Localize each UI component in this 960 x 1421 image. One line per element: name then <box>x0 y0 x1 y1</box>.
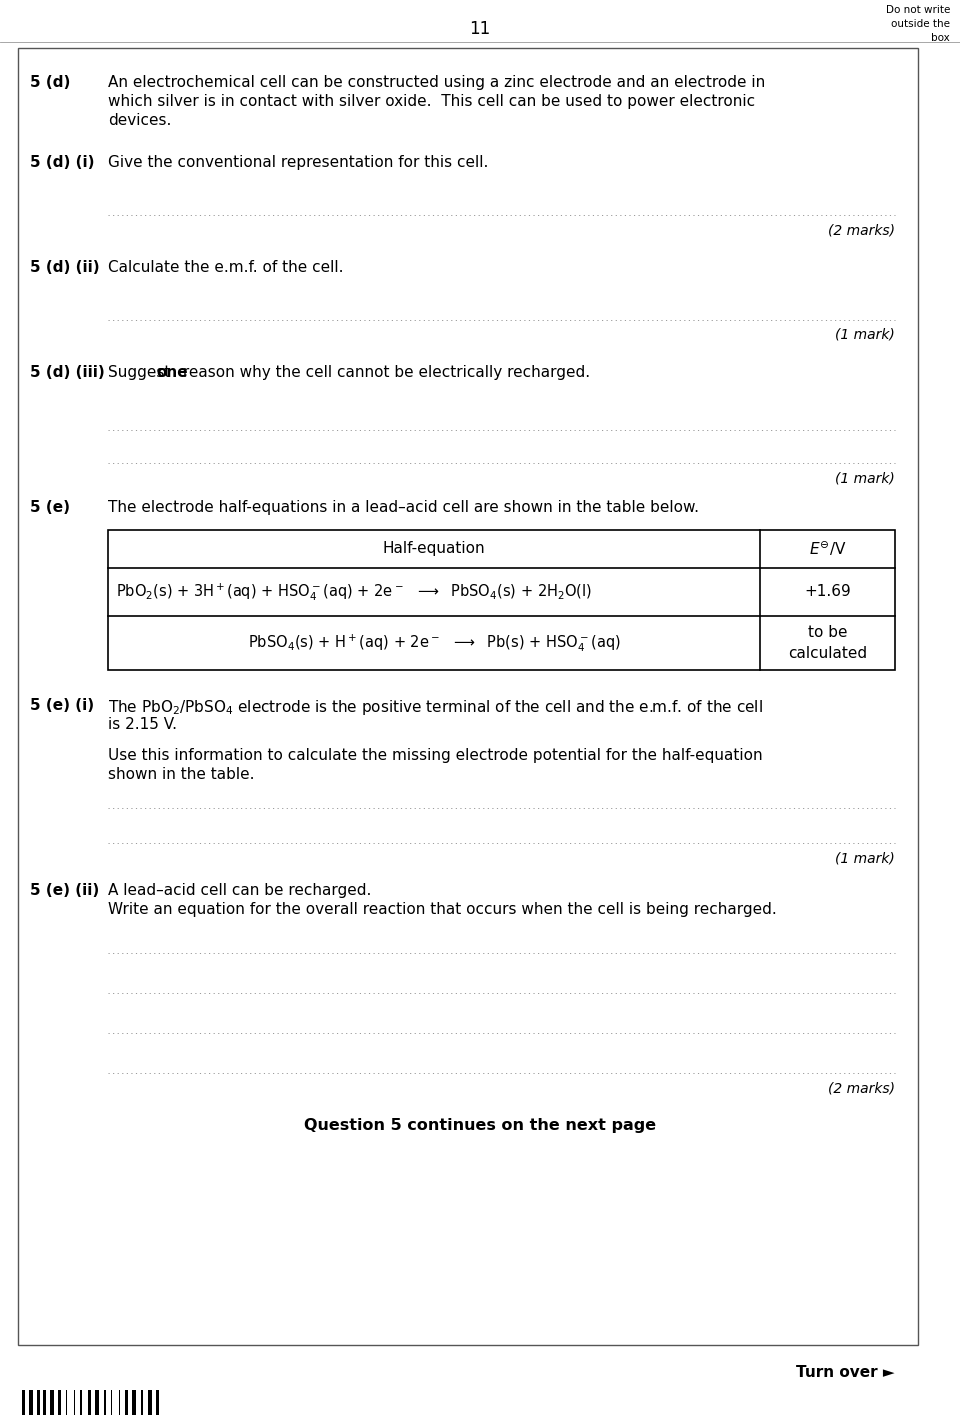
Text: 5 (e) (i): 5 (e) (i) <box>30 698 94 713</box>
Text: (1 mark): (1 mark) <box>835 851 895 865</box>
Text: Do not write
outside the
box: Do not write outside the box <box>886 6 950 43</box>
Text: PbSO$_4$(s) + H$^+$(aq) + 2e$^-$  $\longrightarrow$  Pb(s) + HSO$_4^-$(aq): PbSO$_4$(s) + H$^+$(aq) + 2e$^-$ $\longr… <box>248 632 620 654</box>
Bar <box>94 1390 99 1415</box>
Text: Turn over ►: Turn over ► <box>797 1366 895 1380</box>
Text: (1 mark): (1 mark) <box>835 470 895 485</box>
Text: is 2.15 V.: is 2.15 V. <box>108 718 177 732</box>
Bar <box>50 1390 54 1415</box>
Text: 11: 11 <box>469 20 491 38</box>
Text: (2 marks): (2 marks) <box>828 223 895 237</box>
Text: (1 mark): (1 mark) <box>835 328 895 342</box>
Bar <box>141 1390 142 1415</box>
Text: +1.69: +1.69 <box>804 584 851 600</box>
Text: Half-equation: Half-equation <box>383 541 486 557</box>
Bar <box>88 1390 91 1415</box>
Text: The PbO$_2$/PbSO$_4$ electrode is the positive terminal of the cell and the e.m.: The PbO$_2$/PbSO$_4$ electrode is the po… <box>108 698 763 718</box>
Bar <box>148 1390 152 1415</box>
Text: 5 (d) (ii): 5 (d) (ii) <box>30 260 100 276</box>
Text: PbO$_2$(s) + 3H$^+$(aq) + HSO$_4^-$(aq) + 2e$^-$  $\longrightarrow$  PbSO$_4$(s): PbO$_2$(s) + 3H$^+$(aq) + HSO$_4^-$(aq) … <box>116 581 592 603</box>
Bar <box>43 1390 46 1415</box>
Text: 5 (e): 5 (e) <box>30 500 70 514</box>
Text: Calculate the e.m.f. of the cell.: Calculate the e.m.f. of the cell. <box>108 260 344 276</box>
Text: Use this information to calculate the missing electrode potential for the half-e: Use this information to calculate the mi… <box>108 747 762 763</box>
Bar <box>118 1390 120 1415</box>
Text: The electrode half-equations in a lead–acid cell are shown in the table below.: The electrode half-equations in a lead–a… <box>108 500 699 514</box>
Bar <box>65 1390 67 1415</box>
Bar <box>108 530 895 669</box>
Text: one: one <box>156 365 188 379</box>
Text: 5 (d) (iii): 5 (d) (iii) <box>30 365 105 379</box>
Bar <box>125 1390 128 1415</box>
Text: Give the conventional representation for this cell.: Give the conventional representation for… <box>108 155 489 171</box>
Bar <box>156 1390 158 1415</box>
Bar <box>132 1390 136 1415</box>
Text: Question 5 continues on the next page: Question 5 continues on the next page <box>304 1118 656 1133</box>
Text: Suggest: Suggest <box>108 365 176 379</box>
Text: A lead–acid cell can be recharged.: A lead–acid cell can be recharged. <box>108 882 372 898</box>
Bar <box>104 1390 106 1415</box>
Bar <box>74 1390 75 1415</box>
Text: 5 (d): 5 (d) <box>30 75 70 90</box>
Text: 5 (e) (ii): 5 (e) (ii) <box>30 882 99 898</box>
Text: $E^{\ominus}$/V: $E^{\ominus}$/V <box>808 540 847 558</box>
Bar <box>110 1390 112 1415</box>
Text: (2 marks): (2 marks) <box>828 1081 895 1096</box>
Bar <box>29 1390 33 1415</box>
Bar <box>58 1390 60 1415</box>
Text: devices.: devices. <box>108 114 172 128</box>
Bar <box>80 1390 82 1415</box>
Bar <box>36 1390 39 1415</box>
Text: An electrochemical cell can be constructed using a zinc electrode and an electro: An electrochemical cell can be construct… <box>108 75 765 90</box>
Text: shown in the table.: shown in the table. <box>108 767 254 782</box>
Text: 5 (d) (i): 5 (d) (i) <box>30 155 94 171</box>
Text: which silver is in contact with silver oxide.  This cell can be used to power el: which silver is in contact with silver o… <box>108 94 756 109</box>
Bar <box>22 1390 25 1415</box>
Text: to be
calculated: to be calculated <box>788 625 867 661</box>
Text: Write an equation for the overall reaction that occurs when the cell is being re: Write an equation for the overall reacti… <box>108 902 777 917</box>
Text: reason why the cell cannot be electrically recharged.: reason why the cell cannot be electrical… <box>178 365 590 379</box>
